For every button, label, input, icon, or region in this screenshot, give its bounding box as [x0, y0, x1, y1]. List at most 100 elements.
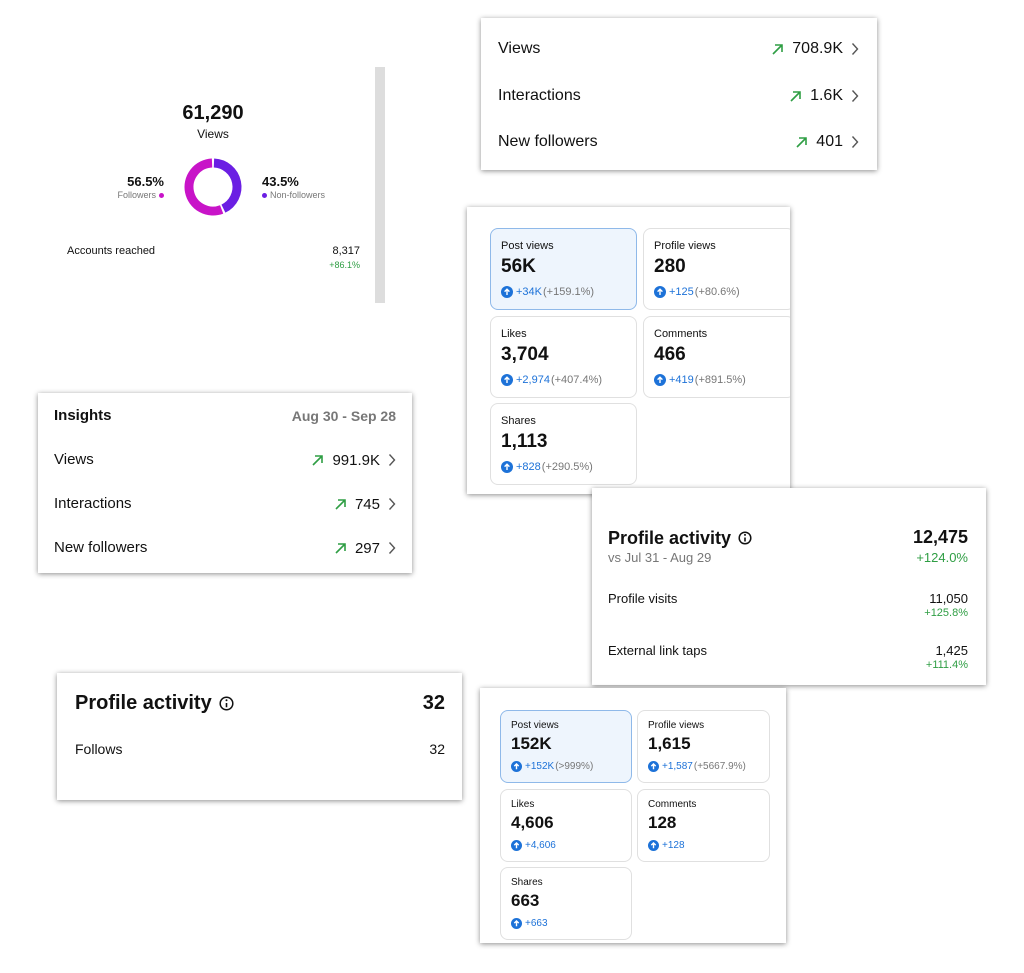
- row-label: New followers: [54, 539, 148, 556]
- post-stats-card: Post views 56K +34K (+159.1%) Profile views 2…: [467, 207, 790, 494]
- row-value: 32: [429, 740, 445, 757]
- up-arrow: [504, 463, 510, 470]
- tile-label: Shares: [511, 877, 543, 888]
- legend-dot: [262, 192, 267, 198]
- tile-change: +125 (+80.6%): [654, 285, 740, 299]
- arrow-shape: [772, 43, 784, 55]
- trend-arrow: [312, 454, 324, 466]
- up-icon: [648, 760, 659, 772]
- up-arrow: [513, 762, 520, 769]
- tile-value: 56K: [501, 255, 536, 277]
- tile-label: Profile views: [654, 240, 716, 253]
- profile-activity-card: Profile activity 12,475 vs Jul 31 - Aug 29…: [592, 488, 986, 685]
- insights-card: Views 991.9K Interactions 745 New followers 2…: [38, 393, 412, 573]
- row-label: External link taps: [608, 643, 707, 659]
- change-value: +2,974: [516, 374, 550, 386]
- tile-value: 1,113: [501, 430, 548, 452]
- legend-dot-shape: [262, 192, 267, 198]
- tile-change: +34K (+159.1%): [501, 285, 594, 299]
- info-dot: [744, 533, 747, 536]
- stat-tile: Profile views 1,615 +1,587 (+5667.9%): [637, 710, 770, 783]
- row-label: Views: [498, 40, 541, 58]
- chevron-icon: [388, 498, 396, 510]
- stat-tile: Post views 152K +152K (>999%): [500, 710, 632, 783]
- donut-chart: [184, 158, 242, 216]
- tile-value: 3,704: [501, 343, 549, 365]
- row-change: +125.8%: [924, 607, 968, 620]
- tile-label: Comments: [648, 799, 697, 810]
- row-value-group: 708.9K: [771, 39, 859, 59]
- tile-value: 128: [648, 812, 677, 832]
- views-card: 61,290 Views 56.5% Followers 43.5% Non-follow…: [63, 67, 385, 303]
- tile-label: Post views: [501, 240, 554, 253]
- card-title: Insights: [54, 407, 112, 424]
- stat-tile: Likes 4,606 +4,606: [500, 789, 632, 862]
- metric-value: 8,317: [332, 245, 360, 258]
- card-title: Profile activity: [608, 527, 732, 548]
- change-value: +1,587: [662, 760, 693, 772]
- up-icon: [654, 286, 666, 298]
- row-value-group: 991.9K: [311, 450, 396, 470]
- tile-change: +4,606: [511, 838, 556, 852]
- row-value-group: 1.6K: [789, 86, 859, 106]
- up-icon: [501, 374, 513, 386]
- segment-percent: 43.5%: [262, 174, 299, 190]
- legend-dot-shape: [159, 192, 164, 198]
- up-arrow: [513, 841, 520, 848]
- segment-legend: Followers: [117, 190, 164, 200]
- up-arrow: [504, 288, 510, 295]
- change-percent: (+891.5%): [694, 374, 746, 386]
- trend-arrow: [335, 498, 346, 510]
- trend-arrow: [796, 136, 808, 148]
- tile-label: Shares: [501, 415, 536, 428]
- up-icon: [501, 286, 513, 298]
- change-value: +125: [669, 286, 694, 298]
- trend-arrow: [790, 90, 801, 102]
- up-arrow: [504, 376, 510, 383]
- row-label: Profile visits: [608, 591, 678, 607]
- change-percent: (>999%): [555, 760, 594, 772]
- metric-label: Accounts reached: [67, 245, 156, 258]
- stat-tile: Likes 3,704 +2,974 (+407.4%): [490, 316, 637, 398]
- segment-label: Non-followers: [270, 190, 326, 200]
- change-value: +128: [662, 839, 685, 851]
- stat-tile: Post views 56K +34K (+159.1%): [490, 228, 637, 310]
- up-arrow: [657, 288, 663, 295]
- chevron-shape: [851, 43, 859, 55]
- stat-tile: Comments 128 +128: [637, 789, 770, 862]
- tile-label: Likes: [511, 799, 535, 810]
- tile-change: +152K (>999%): [511, 759, 593, 773]
- info-dot: [225, 698, 228, 701]
- summary-card: Views 708.9K Interactions 1.6K New followers…: [481, 18, 877, 170]
- legend-dot: [159, 192, 164, 198]
- row-value-group: 401: [795, 132, 859, 152]
- chevron-shape: [851, 90, 859, 102]
- tile-change: +2,974 (+407.4%): [501, 373, 602, 387]
- segment-percent: 56.5%: [127, 174, 164, 190]
- chevron-icon: [851, 136, 859, 148]
- up-icon: [511, 839, 522, 851]
- tile-change: +663: [511, 916, 548, 930]
- row-label: Interactions: [498, 87, 581, 105]
- row-value: 1.6K: [810, 87, 843, 104]
- trend-arrow: [772, 43, 784, 55]
- row-label: Views: [54, 451, 94, 468]
- arrow-shape: [335, 498, 346, 510]
- up-icon: [654, 374, 666, 386]
- tile-value: 152K: [511, 733, 552, 753]
- change-percent: (+407.4%): [550, 374, 603, 386]
- info-circle: [219, 695, 234, 711]
- donut-segment: [213, 158, 242, 213]
- segment-legend: Non-followers: [262, 190, 325, 200]
- tile-change: +419 (+891.5%): [654, 373, 746, 387]
- arrow-shape: [790, 90, 801, 102]
- arrow-shape: [312, 454, 324, 466]
- trend-arrow: [335, 542, 346, 554]
- tile-label: Profile views: [648, 720, 705, 731]
- up-arrow: [513, 919, 520, 926]
- up-icon: [648, 839, 659, 851]
- tile-change: +1,587 (+5667.9%): [648, 759, 746, 773]
- tile-change: +828 (+290.5%): [501, 460, 593, 474]
- total-value: 12,475: [912, 527, 968, 548]
